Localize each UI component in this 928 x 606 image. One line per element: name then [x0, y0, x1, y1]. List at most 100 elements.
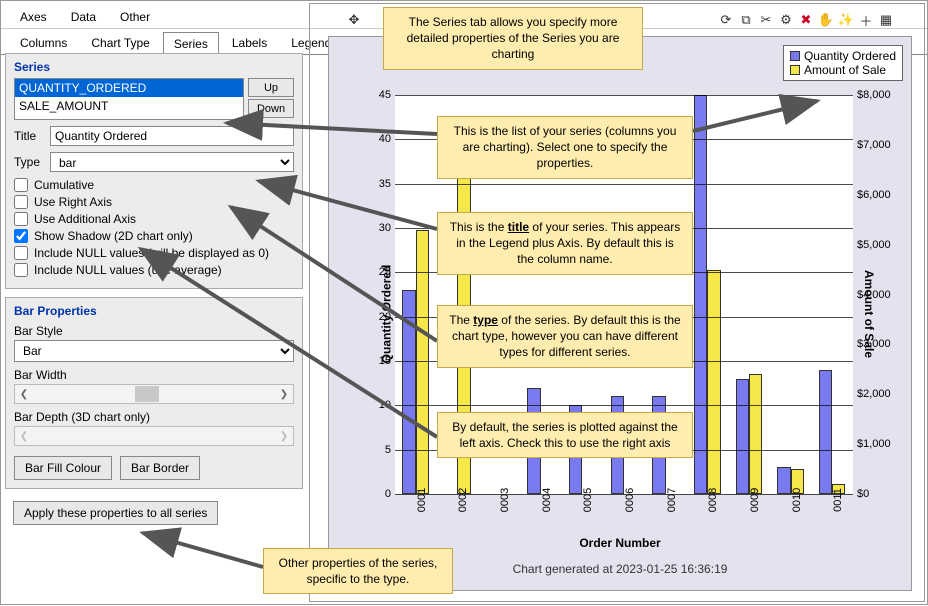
- bar-qty: [736, 379, 749, 494]
- y-left-tick: 20: [379, 311, 391, 323]
- check-label: Show Shadow (2D chart only): [34, 229, 193, 243]
- chevron-left-icon[interactable]: ❮: [15, 389, 33, 400]
- checkbox[interactable]: [14, 246, 28, 260]
- series-down-button[interactable]: Down: [248, 99, 294, 118]
- tab-columns[interactable]: Columns: [9, 31, 78, 54]
- tool-icon-1[interactable]: ✂: [757, 11, 775, 29]
- tool-icon-2[interactable]: ⚙: [777, 11, 795, 29]
- chart-region: ✥ ⟳ ⧉ ✂ ⚙ ✖ ✋ ✨ ＋ ▦ Quantity Ordered Amo…: [309, 3, 925, 602]
- bar-width-slider[interactable]: ❮ ❯: [14, 384, 294, 404]
- bar-depth-label: Bar Depth (3D chart only): [14, 410, 294, 424]
- series-item-quantity-ordered[interactable]: QUANTITY_ORDERED: [15, 79, 243, 97]
- copy-icon[interactable]: ⧉: [737, 11, 755, 29]
- x-tick: 0010: [791, 488, 803, 512]
- check-use-right-axis[interactable]: Use Right Axis: [14, 195, 294, 209]
- legend-item-qty: Quantity Ordered: [790, 49, 896, 63]
- checkbox[interactable]: [14, 212, 28, 226]
- check-include-null-values-will-be-displayed-as-0[interactable]: Include NULL values (will be displayed a…: [14, 246, 294, 260]
- series-listbox[interactable]: QUANTITY_ORDERED SALE_AMOUNT: [14, 78, 244, 120]
- check-include-null-values-use-average[interactable]: Include NULL values (use average): [14, 263, 294, 277]
- bar-depth-slider: ❮ ❯: [14, 426, 294, 446]
- tab-data[interactable]: Data: [60, 5, 107, 28]
- y-left-tick: 15: [379, 355, 391, 367]
- bar-qty: [777, 467, 790, 494]
- callout-series-type: The type of the series. By default this …: [437, 305, 693, 368]
- series-title-input[interactable]: [50, 126, 294, 146]
- bar-qty: [819, 370, 832, 494]
- series-item-sale-amount[interactable]: SALE_AMOUNT: [15, 97, 243, 115]
- x-tick: 0008: [707, 488, 719, 512]
- x-axis-label: Order Number: [579, 536, 660, 550]
- y-right-tick: $0: [857, 488, 869, 500]
- bar-fill-colour-button[interactable]: Bar Fill Colour: [14, 456, 112, 480]
- checkbox[interactable]: [14, 263, 28, 277]
- move-icon[interactable]: ✥: [345, 11, 363, 29]
- tab-labels[interactable]: Labels: [221, 31, 278, 54]
- y-left-tick: 25: [379, 266, 391, 278]
- chevron-right-icon[interactable]: ❯: [275, 389, 293, 400]
- bar-width-label: Bar Width: [14, 368, 294, 382]
- y-left-tick: 30: [379, 222, 391, 234]
- series-up-button[interactable]: Up: [248, 78, 294, 97]
- chart-legend: Quantity Ordered Amount of Sale: [783, 45, 903, 81]
- y-left-tick: 40: [379, 133, 391, 145]
- x-tick: 0006: [624, 488, 636, 512]
- check-label: Use Right Axis: [34, 195, 112, 209]
- check-label: Include NULL values (will be displayed a…: [34, 246, 269, 260]
- bar-style-select[interactable]: Bar: [14, 340, 294, 362]
- x-tick: 0001: [416, 488, 428, 512]
- apply-all-series-button[interactable]: Apply these properties to all series: [13, 501, 218, 525]
- bar-border-button[interactable]: Bar Border: [120, 456, 200, 480]
- y-left-tick: 0: [385, 488, 391, 500]
- bar-style-label: Bar Style: [14, 324, 294, 338]
- refresh-icon[interactable]: ⟳: [717, 11, 735, 29]
- chevron-right-icon: ❯: [275, 431, 293, 442]
- callout-top: The Series tab allows you specify more d…: [383, 7, 643, 70]
- y-right-tick: $4,000: [857, 289, 891, 301]
- y-right-tick: $1,000: [857, 438, 891, 450]
- checkbox[interactable]: [14, 195, 28, 209]
- tab-other[interactable]: Other: [109, 5, 161, 28]
- y-right-tick: $8,000: [857, 89, 891, 101]
- x-tick: 0004: [541, 488, 553, 512]
- y-left-tick: 5: [385, 444, 391, 456]
- check-label: Cumulative: [34, 178, 94, 192]
- callout-right-axis: By default, the series is plotted agains…: [437, 412, 693, 458]
- x-tick: 0011: [832, 488, 844, 512]
- y-right-tick: $2,000: [857, 388, 891, 400]
- callout-other-props: Other properties of the series, specific…: [263, 548, 453, 594]
- checkbox[interactable]: [14, 178, 28, 192]
- check-cumulative[interactable]: Cumulative: [14, 178, 294, 192]
- delete-icon[interactable]: ✖: [797, 11, 815, 29]
- series-type-label: Type: [14, 155, 44, 169]
- series-type-select[interactable]: bar: [50, 152, 294, 172]
- tab-series[interactable]: Series: [163, 32, 219, 55]
- x-tick: 0005: [582, 488, 594, 512]
- callout-series-title: This is the title of your series. This a…: [437, 212, 693, 275]
- bar-amt: [707, 270, 720, 494]
- plus-icon[interactable]: ＋: [857, 11, 875, 29]
- y-right-tick: $7,000: [857, 139, 891, 151]
- y-left-tick: 10: [379, 399, 391, 411]
- series-group: Series QUANTITY_ORDERED SALE_AMOUNT Up D…: [5, 53, 303, 289]
- x-tick: 0009: [749, 488, 761, 512]
- bar-amt: [749, 374, 762, 494]
- chevron-left-icon: ❮: [15, 431, 33, 442]
- wand-icon[interactable]: ✨: [837, 11, 855, 29]
- series-panel: Series QUANTITY_ORDERED SALE_AMOUNT Up D…: [5, 53, 303, 525]
- hand-icon[interactable]: ✋: [817, 11, 835, 29]
- tab-chart-type[interactable]: Chart Type: [80, 31, 160, 54]
- legend-item-amt: Amount of Sale: [790, 63, 896, 77]
- bar-qty: [694, 95, 707, 494]
- y-left-tick: 45: [379, 89, 391, 101]
- x-tick: 0003: [499, 488, 511, 512]
- x-tick: 0007: [666, 488, 678, 512]
- checkbox[interactable]: [14, 229, 28, 243]
- check-use-additional-axis[interactable]: Use Additional Axis: [14, 212, 294, 226]
- tab-axes[interactable]: Axes: [9, 5, 58, 28]
- check-label: Use Additional Axis: [34, 212, 136, 226]
- grid-icon[interactable]: ▦: [877, 11, 895, 29]
- check-show-shadow-2d-chart-only[interactable]: Show Shadow (2D chart only): [14, 229, 294, 243]
- series-title-label: Title: [14, 129, 44, 143]
- check-label: Include NULL values (use average): [34, 263, 222, 277]
